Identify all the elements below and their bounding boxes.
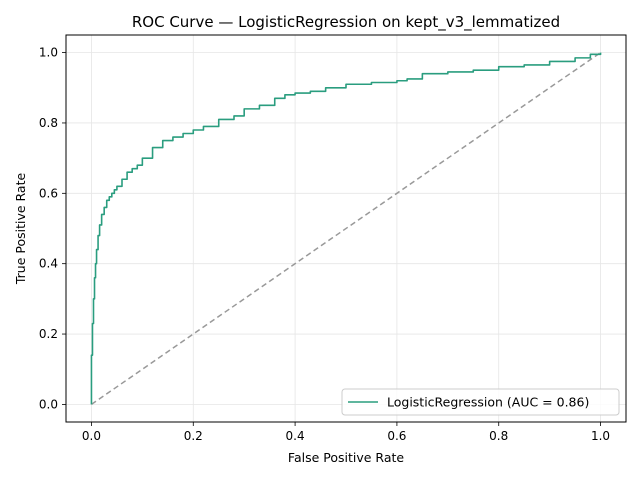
x-tick-label: 0.6 xyxy=(387,429,406,443)
x-tick-label: 0.4 xyxy=(286,429,305,443)
y-tick-label: 0.8 xyxy=(39,116,58,130)
chart-title: ROC Curve — LogisticRegression on kept_v… xyxy=(132,13,560,32)
y-tick-label: 0.0 xyxy=(39,397,58,411)
grid-layer xyxy=(66,35,626,422)
x-tick-label: 1.0 xyxy=(591,429,610,443)
y-tick-label: 0.6 xyxy=(39,186,58,200)
x-axis-label: False Positive Rate xyxy=(288,450,404,465)
chance-diagonal-line xyxy=(91,51,601,406)
series-layer xyxy=(90,51,602,406)
x-tick-label: 0.8 xyxy=(489,429,508,443)
tick-layer: 0.0 0.2 0.4 0.6 0.8 1.0 0.0 0.2 0.4 0.6 0.8 1.0 xyxy=(39,46,610,443)
plot-frame xyxy=(65,34,627,423)
legend: LogisticRegression (AUC = 0.86) xyxy=(341,388,620,416)
y-axis-label: True Positive Rate xyxy=(13,173,28,286)
y-tick-label: 0.4 xyxy=(39,257,58,271)
legend-box xyxy=(341,388,620,416)
x-tick-label: 0.2 xyxy=(184,429,203,443)
x-tick-label: 0.0 xyxy=(82,429,101,443)
y-tick-label: 0.2 xyxy=(39,327,58,341)
legend-entry-label: LogisticRegression (AUC = 0.86) xyxy=(387,395,589,410)
roc-curve-line xyxy=(90,52,602,405)
y-tick-label: 1.0 xyxy=(39,46,58,60)
